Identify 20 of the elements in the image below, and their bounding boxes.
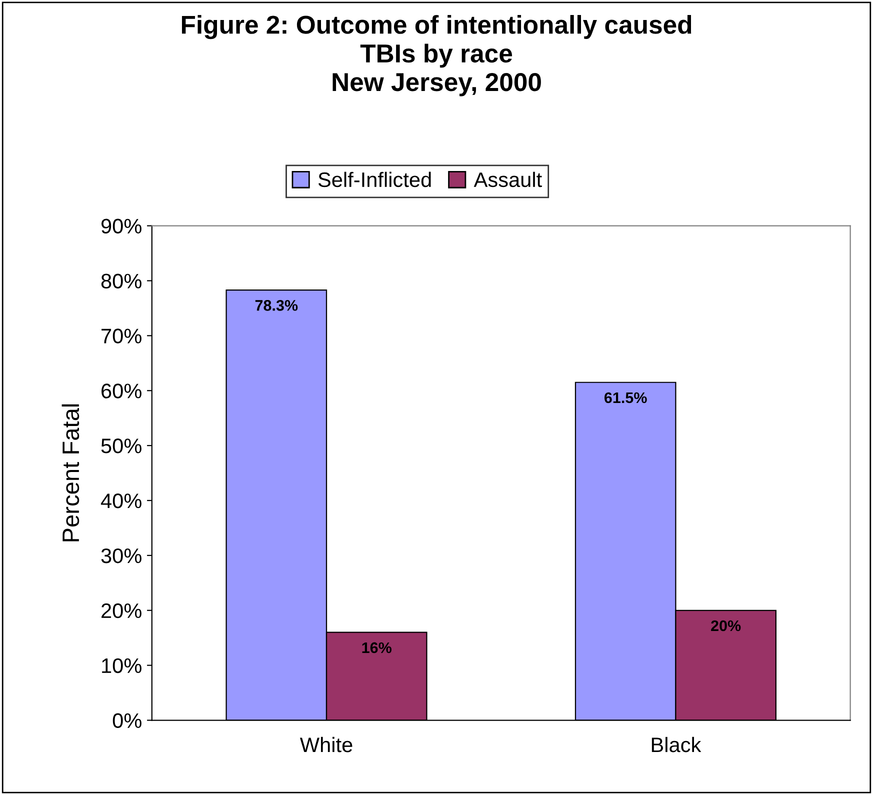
data-label: 61.5% [604, 392, 647, 404]
y-tick-label: 70% [102, 328, 142, 344]
y-tick-label: 10% [102, 658, 142, 674]
y-tick-label: 20% [102, 603, 142, 618]
y-tick-label: 40% [100, 494, 142, 508]
x-tick-label: Black [652, 736, 702, 752]
legend-label: Self-Inflicted [318, 172, 431, 188]
data-label: 20% [711, 620, 741, 632]
y-tick-label: 60% [102, 384, 142, 398]
x-tick-label: White [300, 736, 352, 752]
chart-title: Figure 2: Outcome of intentionally caused TBIs by race New Jersey, 2000 [182, 15, 692, 96]
y-tick-label: 50% [101, 438, 142, 454]
y-tick-label: 30% [101, 548, 142, 564]
y-tick-label: 0% [112, 713, 142, 728]
data-label: 78.3% [255, 300, 298, 311]
y-tick-label: 90% [101, 218, 142, 234]
legend-label: Assault [474, 172, 542, 188]
y-tick-label: 80% [101, 274, 142, 288]
y-axis-title: Percent Fatal [62, 404, 80, 542]
data-label: 16% [362, 642, 392, 654]
